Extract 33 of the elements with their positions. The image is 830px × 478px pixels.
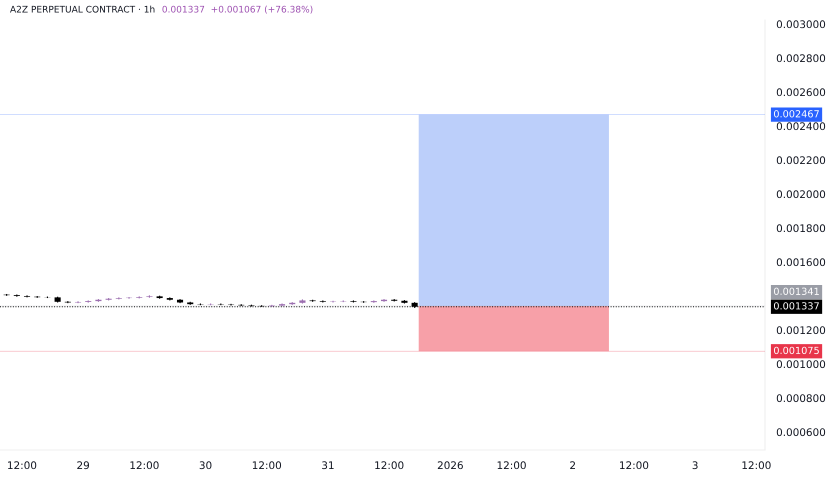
x-tick-label: 12:00	[498, 461, 526, 470]
y-tick-label: 0.002600	[776, 88, 826, 96]
ref-line-label: 0.002467	[774, 110, 819, 118]
x-tick-label: 2026	[438, 461, 463, 470]
y-tick-label: 0.002200	[776, 156, 826, 164]
candlestick	[238, 304, 244, 307]
y-tick-label: 0.001800	[776, 224, 826, 232]
y-tick-label: 0.001600	[776, 258, 826, 266]
x-tick-label: 12:00	[252, 461, 282, 470]
y-tick-label: 0.002800	[776, 54, 826, 62]
x-tick-label: 12:00	[130, 461, 159, 470]
x-tick-label: 29	[77, 461, 90, 470]
y-tick-label: 0.000600	[776, 428, 826, 436]
y-tick-label: 0.003000	[776, 20, 826, 28]
x-tick-label: 12:00	[742, 461, 771, 470]
ref-line-label: 0.001075	[774, 346, 819, 354]
x-tick-label: 2	[570, 461, 575, 470]
chart-subtitle: 0.001337 +0.001067 (+76.38%)	[162, 6, 312, 14]
x-tick-label: 3	[692, 461, 698, 470]
y-tick-label: 0.002000	[776, 190, 826, 198]
y-tick-label: 0.002400	[776, 122, 826, 130]
x-tick-label: 31	[322, 461, 334, 470]
chart-title: A2Z PERPETUAL CONTRACT · 1h	[10, 6, 154, 13]
y-tick-label: 0.001000	[776, 360, 826, 368]
candlestick	[34, 295, 40, 298]
ref-line-label: 0.001337	[774, 302, 819, 310]
y-tick-label: 0.001200	[776, 326, 826, 334]
x-tick-label: 12:00	[620, 461, 648, 470]
ref-line-label: 0.001341	[774, 288, 819, 295]
y-tick-label: 0.000800	[776, 394, 826, 402]
x-tick-label: 12:00	[8, 461, 36, 470]
x-tick-label: 30	[200, 461, 212, 470]
x-tick-label: 12:00	[375, 461, 404, 470]
